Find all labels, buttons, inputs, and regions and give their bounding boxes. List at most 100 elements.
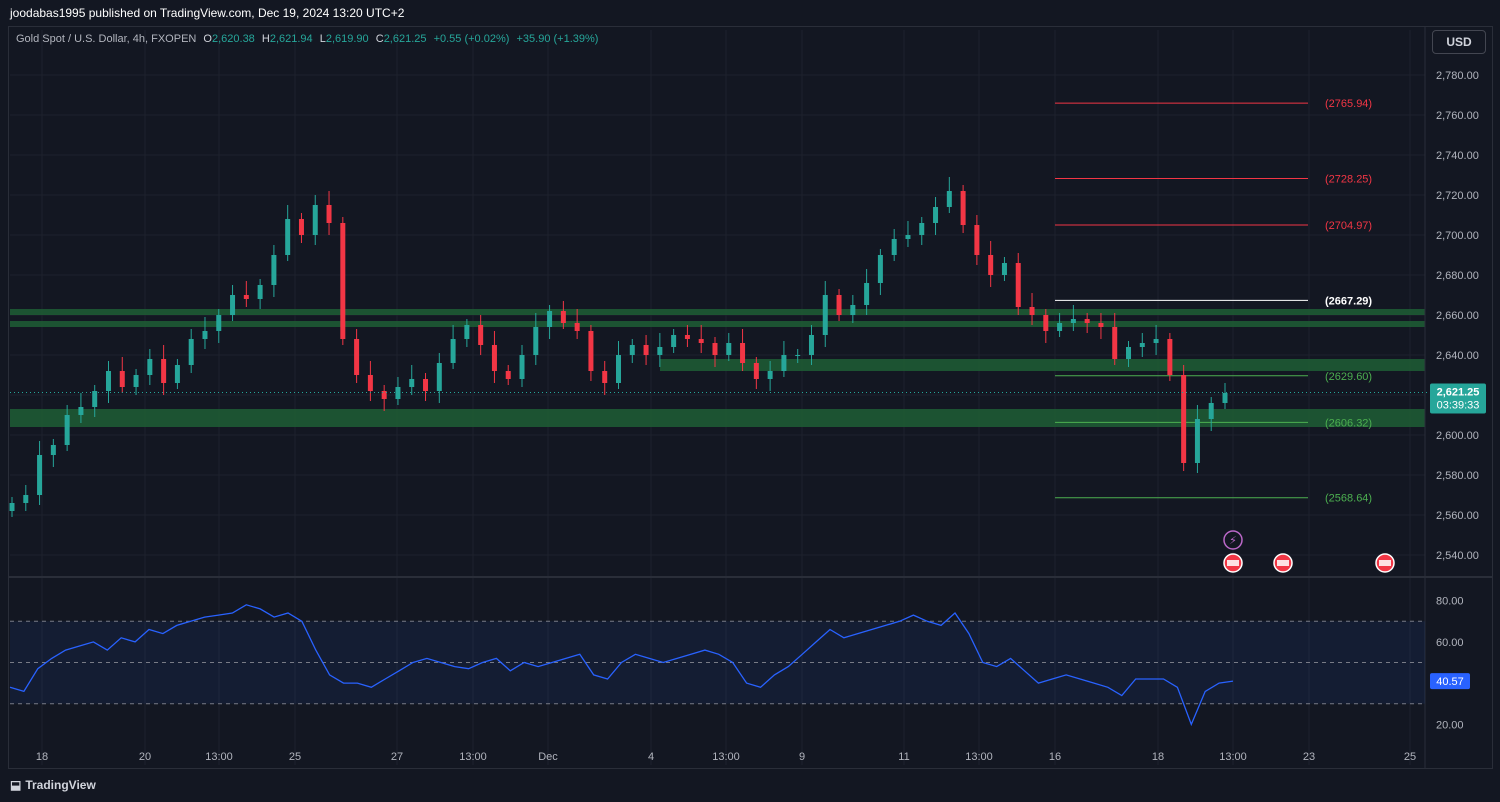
candle-body[interactable]: [877, 255, 883, 283]
candle-body[interactable]: [698, 339, 704, 343]
candle-body[interactable]: [491, 345, 497, 371]
candle-body[interactable]: [243, 295, 249, 299]
candle-body[interactable]: [574, 323, 580, 331]
candle-body[interactable]: [216, 315, 222, 331]
candle-body[interactable]: [119, 371, 125, 387]
candle-body[interactable]: [726, 343, 732, 355]
candle-body[interactable]: [850, 305, 856, 315]
candle-body[interactable]: [1057, 323, 1063, 331]
candle-body[interactable]: [1015, 263, 1021, 307]
candle-body[interactable]: [671, 335, 677, 347]
candle-body[interactable]: [1139, 343, 1145, 347]
candle-body[interactable]: [381, 391, 387, 399]
candle-body[interactable]: [505, 371, 511, 379]
candle-body[interactable]: [37, 455, 43, 495]
candle-body[interactable]: [933, 207, 939, 223]
candle-body[interactable]: [202, 331, 208, 339]
candle-body[interactable]: [1029, 307, 1035, 315]
candle-body[interactable]: [161, 359, 167, 383]
candle-body[interactable]: [436, 363, 442, 391]
candle-body[interactable]: [588, 331, 594, 371]
candle-body[interactable]: [712, 343, 718, 355]
candle-body[interactable]: [312, 205, 318, 235]
currency-button[interactable]: USD: [1432, 30, 1486, 54]
candle-body[interactable]: [795, 355, 801, 356]
candle-body[interactable]: [1222, 393, 1228, 403]
candle-body[interactable]: [105, 371, 111, 391]
support-resistance-zone[interactable]: [660, 359, 1425, 371]
candle-body[interactable]: [285, 219, 291, 255]
candle-body[interactable]: [354, 339, 360, 375]
candle-body[interactable]: [78, 407, 84, 415]
candle-body[interactable]: [257, 285, 263, 299]
candle-body[interactable]: [188, 339, 194, 365]
candle-body[interactable]: [960, 191, 966, 225]
candle-body[interactable]: [1084, 319, 1090, 323]
candle-body[interactable]: [133, 375, 139, 387]
candle-body[interactable]: [616, 355, 621, 383]
candle-body[interactable]: [1167, 339, 1173, 375]
candle-body[interactable]: [340, 223, 346, 339]
candle-body[interactable]: [450, 339, 456, 363]
chart-area[interactable]: [8, 26, 1493, 769]
candle-body[interactable]: [753, 363, 759, 379]
candle-body[interactable]: [326, 205, 332, 223]
support-resistance-zone[interactable]: [10, 321, 1425, 327]
candle-body[interactable]: [464, 325, 470, 339]
candle-body[interactable]: [684, 335, 690, 339]
candle-body[interactable]: [560, 311, 566, 323]
candle-body[interactable]: [602, 371, 608, 383]
candle-body[interactable]: [147, 359, 153, 375]
candle-body[interactable]: [395, 387, 401, 399]
tradingview-logo[interactable]: ⬓ TradingView: [10, 778, 96, 792]
candle-body[interactable]: [864, 283, 870, 305]
candle-body[interactable]: [64, 415, 70, 445]
lightning-event-icon[interactable]: [1223, 530, 1243, 550]
candle-body[interactable]: [919, 223, 925, 235]
candle-body[interactable]: [767, 371, 773, 379]
candle-body[interactable]: [1181, 375, 1187, 463]
candle-body[interactable]: [174, 365, 180, 383]
candle-body[interactable]: [1070, 319, 1076, 323]
candle-body[interactable]: [988, 255, 994, 275]
candle-body[interactable]: [409, 379, 415, 387]
price-tick-label: 2,660.00: [1436, 310, 1479, 322]
candle-body[interactable]: [1112, 327, 1118, 359]
candle-body[interactable]: [1098, 323, 1104, 327]
candle-body[interactable]: [822, 295, 828, 335]
candle-body[interactable]: [974, 225, 980, 255]
candle-body[interactable]: [1194, 419, 1200, 463]
symbol-name[interactable]: Gold Spot / U.S. Dollar, 4h, FXOPEN: [16, 33, 197, 45]
candle-body[interactable]: [1208, 403, 1214, 419]
candle-body[interactable]: [1126, 347, 1132, 359]
rsi-line[interactable]: [9, 604, 1234, 727]
candle-body[interactable]: [423, 379, 429, 391]
candle-body[interactable]: [836, 295, 842, 315]
candle-body[interactable]: [781, 355, 787, 371]
candle-body[interactable]: [298, 219, 304, 235]
candle-body[interactable]: [533, 327, 539, 355]
candle-body[interactable]: [1153, 339, 1159, 343]
candle-body[interactable]: [271, 255, 277, 285]
support-resistance-zone[interactable]: [10, 309, 1425, 315]
candle-body[interactable]: [23, 495, 29, 503]
candle-body[interactable]: [230, 295, 236, 315]
candle-body[interactable]: [657, 347, 663, 355]
candle-body[interactable]: [519, 355, 525, 379]
candle-body[interactable]: [629, 345, 635, 355]
candle-body[interactable]: [50, 445, 56, 455]
candle-body[interactable]: [905, 235, 911, 239]
candle-body[interactable]: [547, 311, 553, 327]
candle-body[interactable]: [1001, 263, 1007, 275]
candle-body[interactable]: [946, 191, 952, 207]
candle-body[interactable]: [891, 239, 897, 255]
candle-body[interactable]: [808, 335, 814, 355]
candle-body[interactable]: [643, 345, 649, 355]
candle-body[interactable]: [1043, 315, 1049, 331]
candle-body[interactable]: [9, 503, 15, 511]
candle-body[interactable]: [92, 391, 98, 407]
candle-body[interactable]: [367, 375, 373, 391]
candle-body[interactable]: [478, 325, 484, 345]
candle-body[interactable]: [740, 343, 746, 363]
